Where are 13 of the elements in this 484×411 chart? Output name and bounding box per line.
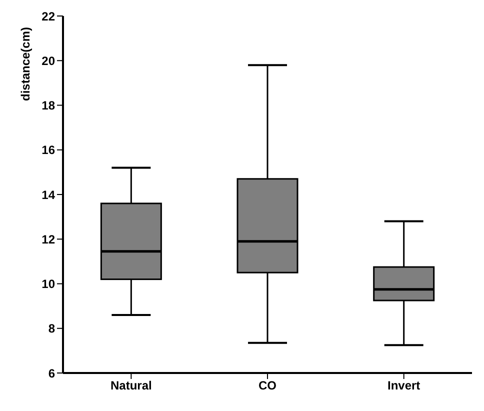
y-tick-label: 12 — [42, 232, 56, 246]
y-tick-label: 14 — [42, 188, 56, 202]
y-tick-label: 6 — [48, 366, 56, 380]
y-tick-label: 8 — [48, 322, 56, 336]
y-axis-title: distance(cm) — [18, 26, 33, 101]
y-tick-label: 20 — [42, 54, 56, 68]
y-tick-label: 22 — [42, 9, 56, 24]
y-tick-label: 16 — [42, 143, 56, 158]
y-tick-label: 18 — [42, 98, 56, 113]
x-tick-label: Invert — [387, 378, 420, 393]
y-tick-label: 10 — [42, 277, 56, 292]
x-tick-label: Natural — [110, 378, 152, 393]
x-tick-label: CO — [258, 378, 276, 393]
